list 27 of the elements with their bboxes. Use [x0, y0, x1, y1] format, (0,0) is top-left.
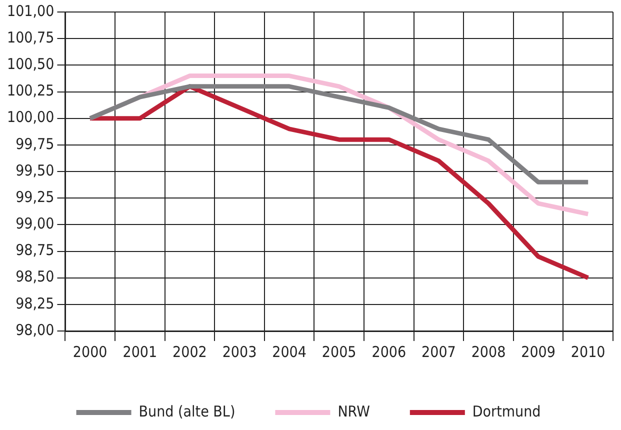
y-tick-label: 101,00	[6, 2, 54, 20]
y-tick-label: 100,50	[6, 55, 54, 74]
y-tick-label: 99,75	[16, 134, 54, 153]
x-tick-label: 2004	[272, 342, 306, 361]
y-tick-label: 100,25	[6, 82, 54, 100]
x-tick-label: 2008	[471, 342, 506, 361]
x-tick-label: 2009	[521, 342, 556, 361]
x-tick-label: 2002	[172, 342, 207, 361]
x-tick-label: 2000	[72, 342, 108, 361]
y-tick-label: 100,00	[6, 108, 54, 126]
y-tick-label: 99,25	[16, 188, 54, 206]
y-tick-label: 98,75	[16, 241, 54, 260]
x-tick-label: 2007	[422, 342, 456, 361]
y-tick-label: 99,50	[16, 161, 54, 180]
x-tick-label: 2010	[570, 342, 606, 361]
x-tick-label: 2003	[222, 342, 257, 361]
legend-label: NRW	[338, 402, 370, 420]
legend-label: Bund (alte BL)	[138, 402, 236, 420]
y-tick-label: 99,00	[16, 214, 54, 233]
y-tick-label: 98,50	[16, 268, 54, 286]
y-tick-label: 98,00	[16, 320, 54, 339]
legend-label: Dortmund	[472, 402, 541, 420]
x-tick-label: 2001	[122, 342, 158, 361]
y-tick-label: 98,25	[16, 294, 54, 312]
y-tick-label: 100,75	[6, 28, 54, 46]
x-tick-label: 2006	[372, 342, 406, 361]
x-tick-label: 2005	[322, 342, 356, 361]
